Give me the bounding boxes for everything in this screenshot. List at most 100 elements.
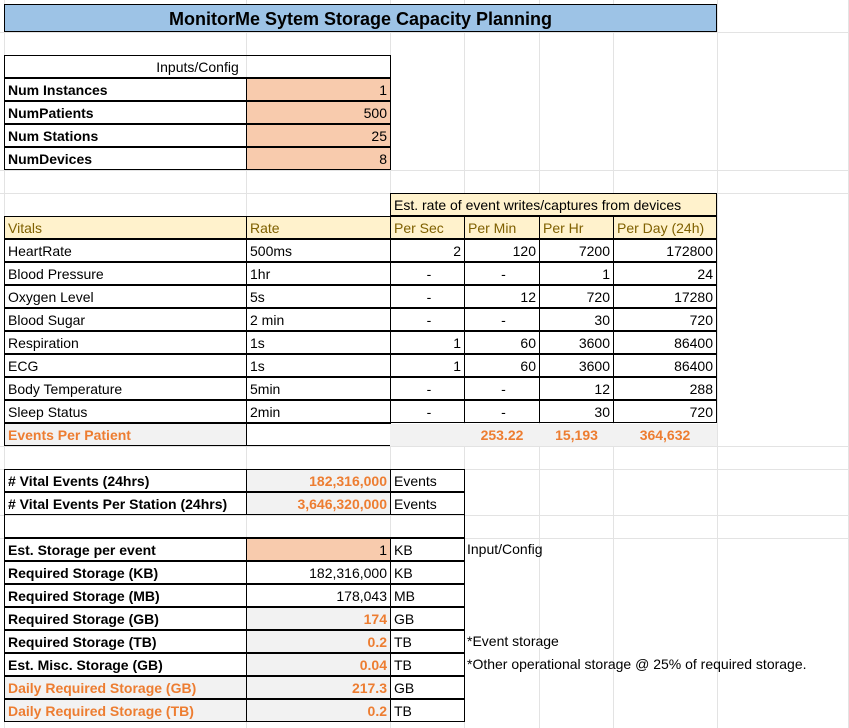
spacer-row bbox=[4, 515, 465, 538]
vital-rate: 1hr bbox=[246, 262, 391, 285]
vital-per-min: 12 bbox=[464, 285, 540, 308]
storage-label: Required Storage (MB) bbox=[4, 584, 247, 607]
vital-per-hr: 30 bbox=[539, 400, 614, 423]
input-label: Num Instances bbox=[4, 78, 247, 101]
vital-rate: 1s bbox=[246, 331, 391, 354]
vital-per-sec: - bbox=[390, 285, 465, 308]
vital-per-hr: 12 bbox=[539, 377, 614, 400]
events-per-min-total: 253.22 bbox=[464, 424, 540, 446]
daily-storage-tb-label: Daily Required Storage (TB) bbox=[4, 699, 247, 722]
column-header-vitals: Vitals bbox=[4, 216, 247, 239]
vital-events-value: 182,316,000 bbox=[246, 469, 391, 492]
storage-note: Input/Config bbox=[467, 541, 543, 557]
storage-label: Est. Misc. Storage (GB) bbox=[4, 653, 247, 676]
events-per-patient-label: Events Per Patient bbox=[4, 423, 247, 446]
vital-per-day: 172800 bbox=[613, 239, 717, 262]
storage-label: Required Storage (KB) bbox=[4, 561, 247, 584]
vital-per-min: - bbox=[464, 377, 540, 400]
vital-name: Oxygen Level bbox=[4, 285, 247, 308]
vital-name: ECG bbox=[4, 354, 247, 377]
events-per-hr-total: 15,193 bbox=[539, 424, 614, 446]
storage-value: 178,043 bbox=[246, 584, 391, 607]
events-per-day-total: 364,632 bbox=[613, 424, 717, 446]
sheet-title: MonitorMe Sytem Storage Capacity Plannin… bbox=[4, 4, 717, 32]
column-header-per-hr: Per Hr bbox=[539, 216, 614, 239]
vital-per-hr: 3600 bbox=[539, 354, 614, 377]
vital-per-hr: 30 bbox=[539, 308, 614, 331]
num-instances-input[interactable]: 1 bbox=[246, 78, 391, 101]
vital-per-sec: 2 bbox=[390, 239, 465, 262]
rate-group-header: Est. rate of event writes/captures from … bbox=[390, 193, 717, 216]
vital-events-per-station-value: 3,646,320,000 bbox=[246, 492, 391, 515]
vital-per-day: 288 bbox=[613, 377, 717, 400]
vital-per-sec: - bbox=[390, 308, 465, 331]
vital-rate: 2min bbox=[246, 400, 391, 423]
storage-note: *Other operational storage @ 25% of requ… bbox=[467, 656, 807, 672]
vital-per-sec: 1 bbox=[390, 331, 465, 354]
vital-rate: 5min bbox=[246, 377, 391, 400]
vital-per-sec: - bbox=[390, 262, 465, 285]
vital-name: HeartRate bbox=[4, 239, 247, 262]
storage-unit: KB bbox=[390, 538, 465, 561]
vital-per-min: - bbox=[464, 262, 540, 285]
vital-per-day: 86400 bbox=[613, 331, 717, 354]
vital-per-min: - bbox=[464, 400, 540, 423]
vital-rate: 2 min bbox=[246, 308, 391, 331]
storage-value: 0.04 bbox=[246, 653, 391, 676]
vital-per-sec: - bbox=[390, 377, 465, 400]
vital-name: Blood Sugar bbox=[4, 308, 247, 331]
vital-events-unit: Events bbox=[390, 469, 465, 492]
storage-unit: TB bbox=[390, 699, 465, 722]
storage-unit: MB bbox=[390, 584, 465, 607]
vital-per-day: 86400 bbox=[613, 354, 717, 377]
storage-value: 182,316,000 bbox=[246, 561, 391, 584]
column-header-per-sec: Per Sec bbox=[390, 216, 465, 239]
vital-events-label: # Vital Events (24hrs) bbox=[4, 469, 247, 492]
vital-per-min: 120 bbox=[464, 239, 540, 262]
daily-storage-tb-value: 0.2 bbox=[246, 699, 391, 722]
vital-per-sec: - bbox=[390, 400, 465, 423]
input-label: NumDevices bbox=[4, 147, 247, 170]
vital-per-hr: 1 bbox=[539, 262, 614, 285]
vital-per-min: - bbox=[464, 308, 540, 331]
vital-per-hr: 720 bbox=[539, 285, 614, 308]
storage-label: Est. Storage per event bbox=[4, 538, 247, 561]
storage-value: 0.2 bbox=[246, 630, 391, 653]
vital-rate: 5s bbox=[246, 285, 391, 308]
vital-per-day: 720 bbox=[613, 308, 717, 331]
storage-unit: GB bbox=[390, 676, 465, 699]
vital-per-sec: 1 bbox=[390, 354, 465, 377]
vital-per-hr: 7200 bbox=[539, 239, 614, 262]
column-header-rate: Rate bbox=[246, 216, 391, 239]
storage-unit: TB bbox=[390, 653, 465, 676]
vital-events-per-station-label: # Vital Events Per Station (24hrs) bbox=[4, 492, 247, 515]
num-devices-input[interactable]: 8 bbox=[246, 147, 391, 170]
vital-name: Respiration bbox=[4, 331, 247, 354]
storage-label: Required Storage (GB) bbox=[4, 607, 247, 630]
vital-per-min: 60 bbox=[464, 354, 540, 377]
input-label: NumPatients bbox=[4, 101, 247, 124]
vital-name: Blood Pressure bbox=[4, 262, 247, 285]
vital-name: Body Temperature bbox=[4, 377, 247, 400]
storage-value: 174 bbox=[246, 607, 391, 630]
inputs-header: Inputs/Config bbox=[4, 55, 391, 78]
input-label: Num Stations bbox=[4, 124, 247, 147]
storage-unit: TB bbox=[390, 630, 465, 653]
num-stations-input[interactable]: 25 bbox=[246, 124, 391, 147]
daily-storage-gb-value: 217.3 bbox=[246, 676, 391, 699]
storage-unit: KB bbox=[390, 561, 465, 584]
totals-per-sec-cell bbox=[390, 424, 465, 446]
storage-label: Required Storage (TB) bbox=[4, 630, 247, 653]
totals-rate-cell bbox=[246, 423, 391, 446]
vital-events-per-station-unit: Events bbox=[390, 492, 465, 515]
vital-per-min: 60 bbox=[464, 331, 540, 354]
column-header-per-day: Per Day (24h) bbox=[613, 216, 717, 239]
storage-note: *Event storage bbox=[467, 633, 559, 649]
vital-per-day: 24 bbox=[613, 262, 717, 285]
daily-storage-gb-label: Daily Required Storage (GB) bbox=[4, 676, 247, 699]
storage-unit: GB bbox=[390, 607, 465, 630]
storage-per-event-input[interactable]: 1 bbox=[246, 538, 391, 561]
vital-per-day: 17280 bbox=[613, 285, 717, 308]
num-patients-input[interactable]: 500 bbox=[246, 101, 391, 124]
vital-per-hr: 3600 bbox=[539, 331, 614, 354]
